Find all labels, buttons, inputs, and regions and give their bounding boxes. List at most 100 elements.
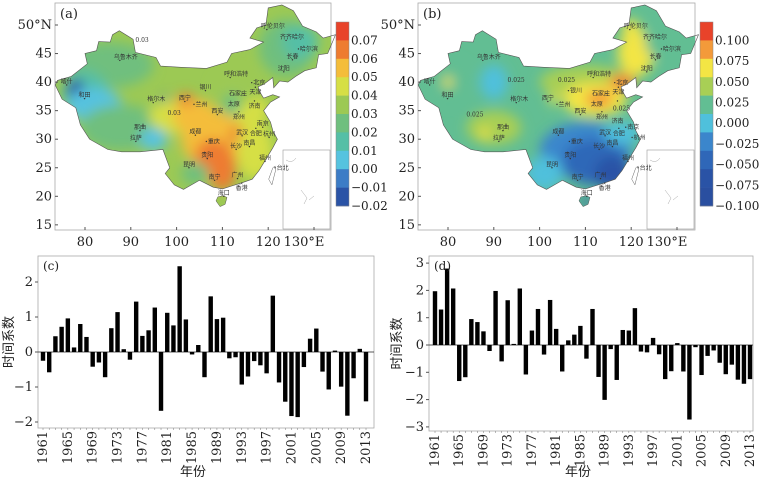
bar-2005: [699, 345, 704, 376]
city-marker: [223, 195, 225, 197]
bar-1976: [133, 301, 139, 352]
city-marker: [556, 103, 558, 106]
city-marker: [637, 167, 639, 169]
x-tick-label: 90: [486, 235, 503, 250]
x-tick-label: 1961: [36, 431, 51, 464]
bar-1999: [276, 352, 282, 383]
china-boundary: [54, 4, 337, 190]
y-axis-title: 时间系数: [2, 316, 17, 368]
bar-1961: [432, 291, 438, 345]
bar-1973: [115, 312, 120, 352]
city-label: 西宁: [542, 94, 554, 102]
city-label: 哈尔滨: [663, 45, 681, 53]
bar-2010: [729, 345, 735, 365]
bar-2004: [693, 345, 698, 348]
colorbar-label: −0.050: [715, 158, 759, 172]
bar-1990: [220, 317, 226, 352]
bar-1963: [444, 268, 450, 345]
city-label: 长沙: [230, 142, 242, 150]
colorbar-label: 0.025: [715, 96, 749, 110]
y-tick-label: 45: [398, 47, 415, 62]
colorbar-swatch: [700, 169, 713, 188]
city-marker: [297, 48, 300, 50]
x-tick-label: 1985: [573, 434, 588, 467]
city-label: 石家庄: [229, 90, 247, 98]
city-marker: [654, 59, 657, 61]
bar-2012: [357, 348, 362, 352]
city-marker: [616, 100, 619, 102]
bar-2003: [687, 345, 692, 420]
bar-1970: [487, 345, 492, 352]
city-label: 重庆: [208, 137, 220, 145]
south-china-sea-inset: [646, 149, 695, 230]
field-region: [585, 90, 613, 108]
city-marker: [119, 59, 121, 62]
city-marker: [274, 167, 276, 169]
china-boundary: [417, 4, 700, 190]
colorbar-label: 0.100: [715, 33, 749, 47]
bar-1998: [270, 295, 276, 352]
city-marker: [204, 89, 207, 92]
city-label: 郑州: [596, 113, 608, 121]
colorbar-swatch: [336, 77, 349, 96]
bar-2008: [332, 350, 338, 352]
y-tick-label: 15: [35, 218, 52, 233]
y-tick-label: 30: [398, 132, 415, 147]
bar-2001: [289, 352, 294, 417]
x-tick-label: 100: [164, 235, 189, 250]
city-marker: [238, 111, 240, 113]
x-tick-label: 2009: [334, 431, 349, 464]
city-label: 福州: [259, 154, 271, 162]
city-label: 南宁: [209, 173, 221, 181]
hainan-boundary: [215, 195, 228, 207]
inset-islands: [649, 157, 679, 205]
city-label: 喀什: [424, 77, 436, 85]
y-tick-label: 40: [398, 75, 415, 90]
city-label: 香港: [236, 184, 248, 192]
hainan-boundary: [578, 195, 591, 207]
y-tick-label: 50°N: [18, 18, 52, 33]
city-label: 台北: [277, 164, 289, 172]
x-tick-label: 2009: [719, 434, 734, 467]
bar-2010: [345, 352, 350, 416]
bar-1989: [214, 319, 220, 352]
city-label: 呼和浩特: [224, 70, 248, 78]
colorbar-label: 0.05: [351, 70, 378, 84]
y-tick-label: −2: [14, 415, 33, 430]
bar-1965: [65, 318, 71, 352]
city-label: 长沙: [593, 142, 605, 150]
field-region: [618, 77, 628, 87]
bar-1973: [505, 300, 510, 345]
city-marker: [618, 127, 620, 130]
bar-1981: [553, 328, 559, 345]
city-marker: [254, 86, 257, 88]
colorbar-swatch: [336, 187, 349, 207]
bar-1986: [196, 345, 201, 352]
y-tick-label: 30: [35, 132, 52, 147]
x-tick-label: 90: [123, 235, 140, 250]
city-marker: [188, 167, 190, 169]
x-tick-label: 110: [573, 235, 598, 250]
city-marker: [586, 195, 588, 197]
colorbar-frame: [699, 21, 714, 207]
south-china-sea-inset: [282, 149, 331, 230]
city-marker: [229, 76, 231, 79]
bar-1967: [78, 324, 83, 352]
panel-label: (c): [43, 259, 59, 273]
x-tick-label: 80: [440, 235, 457, 250]
city-marker: [569, 157, 571, 160]
y-tick-label: 40: [35, 75, 52, 90]
bar-1968: [475, 322, 480, 345]
bar-2003: [301, 352, 307, 368]
x-tick-label: 2005: [695, 434, 710, 467]
field-blobs: [425, 19, 682, 207]
city-marker: [629, 28, 631, 31]
city-label: 呼伦贝尔: [261, 22, 285, 30]
city-label: 济南: [611, 117, 623, 125]
bar-2000: [283, 352, 288, 402]
bar-1991: [614, 345, 619, 380]
panel-label: (b): [423, 7, 441, 22]
bar-2004: [307, 338, 313, 352]
bar-1972: [109, 328, 114, 352]
city-marker: [251, 81, 253, 84]
